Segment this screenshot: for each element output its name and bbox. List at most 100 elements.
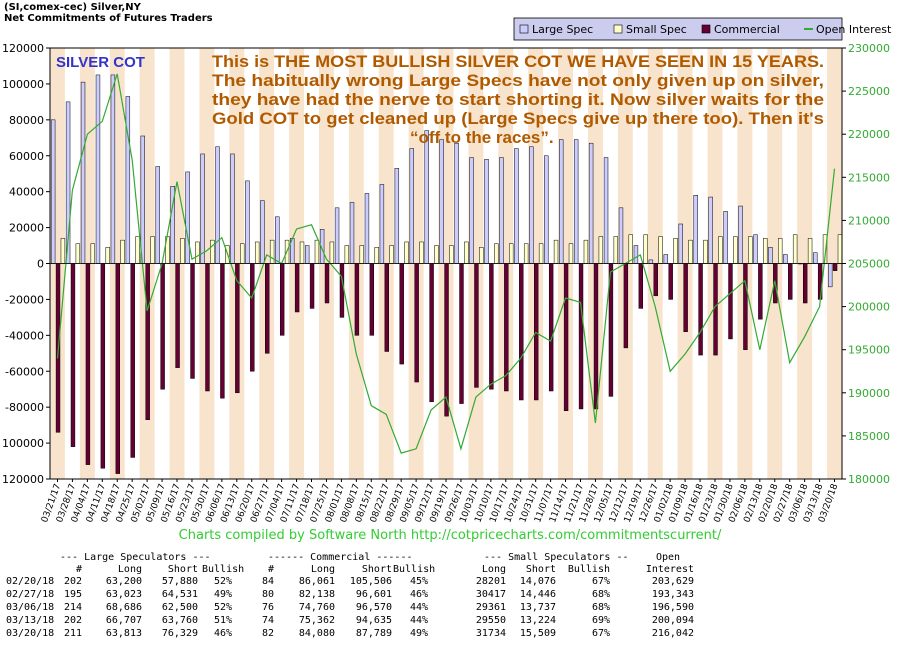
table-cell: 28201 [475,576,506,587]
small-spec-bar [494,243,499,264]
table-cell: 63,813 [105,628,142,639]
large-spec-bar [559,139,564,264]
legend-swatch [701,24,711,34]
table-cell: 49% [213,589,232,600]
small-spec-bar [613,236,619,264]
large-spec-bar [364,193,370,264]
table-cell: 80 [261,589,274,600]
open-interest-line [56,73,836,454]
commercial-bar [309,263,315,309]
small-spec-bar [643,234,648,264]
table-col-header: Interest [645,564,694,575]
left-tick-label: 120000 [2,42,44,55]
small-spec-bar [837,234,843,264]
table-cell: 76 [261,602,274,613]
small-spec-bar [777,238,783,264]
commercial-bar [653,263,658,297]
table-group-header: --- Large Speculators --- [60,552,211,563]
table-date: 03/13/18 [6,615,55,626]
commercial-bar [130,263,135,458]
commercial-bar [698,263,703,356]
large-spec-bar [723,211,728,264]
small-spec-bar [135,236,140,264]
small-spec-bar [180,238,185,264]
table-cell: 211 [63,628,82,639]
commercial-bar [728,263,733,340]
right-tick-label: 190000 [848,387,890,400]
legend-label: Small Spec [626,23,687,36]
large-spec-bar [379,184,385,264]
table-date: 03/06/18 [6,602,55,613]
large-spec-bar [484,159,489,264]
chart-label: SILVER COT [56,54,145,71]
commercial-bar [788,263,793,300]
large-spec-bar [514,148,519,264]
commercial-bar [175,263,180,368]
large-spec-bar [813,252,818,264]
table-col-header: # [75,564,82,575]
small-spec-bar [419,241,424,264]
small-spec-bar [150,236,155,264]
large-spec-bar [260,200,265,264]
left-tick-label: -80000 [5,401,44,414]
large-spec-bar [828,263,833,288]
left-tick-label: 20000 [9,222,44,235]
large-spec-bar [200,153,205,264]
commercial-bar [115,263,120,474]
table-cell: 96,601 [355,589,392,600]
commercial-bar [279,263,285,336]
annotation-line: they have had the nerve to start shortin… [212,90,824,109]
commercial-bar [504,263,509,392]
small-spec-bar [688,239,693,264]
small-spec-bar [583,239,589,264]
table-cell: 68,686 [105,602,142,613]
left-tick-label: -60000 [5,365,44,378]
small-spec-bar [299,241,305,264]
table-cell: 14,076 [519,576,556,587]
large-spec-bar [80,81,86,264]
table-col-header: Short [167,564,198,575]
table-group-header: ------ Commercial ------ [268,552,413,563]
table-cell: 82 [261,628,274,639]
table-cell: 86,061 [298,576,335,587]
table-cell: 82,138 [298,589,335,600]
chart-title: (SI,comex-cec) Silver,NY [4,2,141,13]
table-cell: 62,500 [161,602,198,613]
commercial-bar [474,263,479,388]
large-spec-bar [499,157,504,264]
left-tick-label: -20000 [5,293,44,306]
large-spec-bar [334,207,340,264]
large-spec-bar [693,195,698,264]
large-spec-bar [230,153,235,264]
large-spec-bar [588,142,594,264]
small-spec-bar [568,243,574,264]
table-cell: 96,570 [355,602,392,613]
large-spec-bar [185,171,190,264]
table-cell: 45% [409,576,428,587]
table-group-header: Open [656,552,681,563]
commercial-bar [220,263,225,399]
commercial-bar [384,263,389,352]
table-col-header: Bullish [393,564,436,575]
large-spec-bar [603,157,609,264]
right-tick-label: 200000 [848,301,890,314]
table-cell: 202 [63,615,82,626]
table-cell: 105,506 [349,576,392,587]
table-cell: 84 [261,576,274,587]
large-spec-bar [783,254,788,264]
commercial-bar [160,263,165,390]
commercial-bar [369,263,375,336]
chart-header: (SI,comex-cec) Silver,NY Net Commitments… [4,2,213,24]
large-spec-bar [439,139,444,264]
left-tick-label: 100000 [2,78,44,91]
legend-swatch [613,24,623,34]
table-cell: 214 [63,602,82,613]
table-cell: 66,707 [105,615,142,626]
bar-marks [50,74,843,474]
table-col-header: Long [310,564,335,575]
small-spec-bar [254,241,260,264]
commercial-bar [623,263,629,349]
large-spec-bar [678,223,683,264]
commercial-bar [578,263,584,410]
commercial-bar [339,263,345,318]
